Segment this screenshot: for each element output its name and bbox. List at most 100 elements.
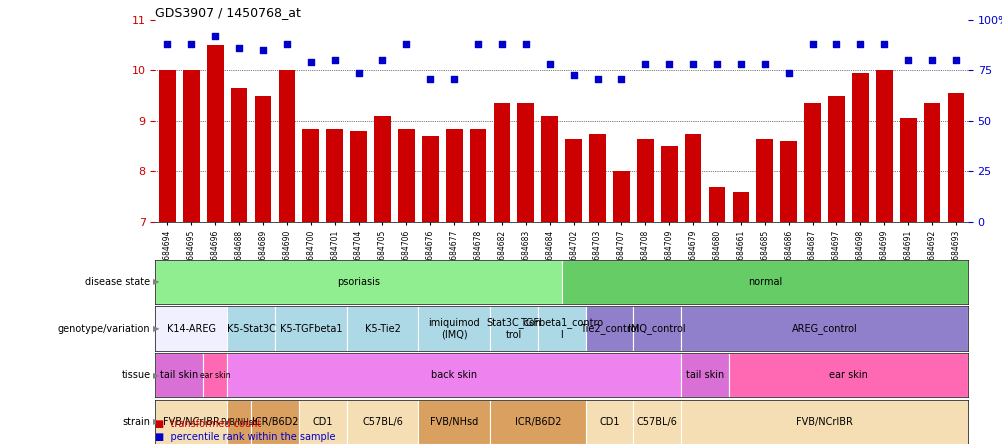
Bar: [299, 400, 347, 444]
Text: ■  transformed count: ■ transformed count: [155, 419, 262, 429]
Bar: [469, 129, 486, 222]
Bar: [445, 129, 462, 222]
Bar: [326, 129, 343, 222]
Bar: [541, 116, 557, 222]
Text: C57BL/6: C57BL/6: [636, 417, 677, 427]
Point: [493, 41, 509, 48]
Bar: [493, 103, 510, 222]
Text: disease state: disease state: [85, 277, 150, 287]
Bar: [230, 88, 247, 222]
Bar: [804, 103, 820, 222]
Point: [541, 61, 557, 68]
Point: [780, 69, 796, 76]
Bar: [923, 103, 940, 222]
Point: [279, 41, 295, 48]
Bar: [947, 93, 963, 222]
Point: [899, 57, 915, 64]
Bar: [875, 71, 892, 222]
Point: [876, 41, 892, 48]
Point: [708, 61, 724, 68]
Text: ▶: ▶: [153, 324, 159, 333]
Bar: [636, 139, 653, 222]
Bar: [680, 353, 728, 397]
Bar: [728, 353, 967, 397]
Point: [159, 41, 175, 48]
Text: C57BL/6: C57BL/6: [362, 417, 403, 427]
Text: ICR/B6D2: ICR/B6D2: [252, 417, 298, 427]
Text: FVB/NHsd: FVB/NHsd: [220, 417, 258, 426]
Bar: [347, 306, 418, 351]
Bar: [374, 116, 391, 222]
Point: [565, 71, 581, 78]
Text: back skin: back skin: [431, 370, 477, 380]
Text: ▶: ▶: [153, 278, 159, 286]
Point: [470, 41, 486, 48]
Point: [303, 59, 319, 66]
Point: [732, 61, 748, 68]
Point: [828, 41, 844, 48]
Text: FVB/NCrIBR: FVB/NCrIBR: [796, 417, 852, 427]
Text: imiquimod
(IMQ): imiquimod (IMQ): [428, 318, 480, 339]
Point: [852, 41, 868, 48]
Bar: [279, 71, 295, 222]
Point: [207, 32, 223, 40]
Text: genotype/variation: genotype/variation: [58, 324, 150, 333]
Text: tail skin: tail skin: [160, 370, 198, 380]
Bar: [708, 186, 724, 222]
Bar: [680, 400, 967, 444]
Bar: [585, 400, 632, 444]
Bar: [206, 45, 223, 222]
Bar: [490, 400, 585, 444]
Point: [589, 75, 605, 82]
Text: K5-TGFbeta1: K5-TGFbeta1: [280, 324, 342, 333]
Bar: [418, 400, 490, 444]
Bar: [899, 119, 916, 222]
Point: [398, 41, 414, 48]
Bar: [418, 306, 490, 351]
Bar: [250, 400, 299, 444]
Text: ■  percentile rank within the sample: ■ percentile rank within the sample: [155, 432, 336, 442]
Text: tissue: tissue: [121, 370, 150, 380]
Text: ear skin: ear skin: [829, 370, 867, 380]
Point: [923, 57, 939, 64]
Text: K5-Stat3C: K5-Stat3C: [226, 324, 276, 333]
Point: [327, 57, 343, 64]
Point: [446, 75, 462, 82]
Bar: [680, 306, 967, 351]
Text: tail skin: tail skin: [685, 370, 723, 380]
Bar: [684, 134, 700, 222]
Text: K5-Tie2: K5-Tie2: [364, 324, 400, 333]
Point: [757, 61, 773, 68]
Bar: [226, 400, 250, 444]
Point: [613, 75, 629, 82]
Text: IMQ_control: IMQ_control: [628, 323, 685, 334]
Bar: [422, 136, 438, 222]
Point: [255, 47, 271, 54]
Bar: [585, 306, 632, 351]
Text: ▶: ▶: [153, 371, 159, 380]
Bar: [851, 73, 868, 222]
Text: Stat3C_con
trol: Stat3C_con trol: [486, 317, 541, 340]
Bar: [537, 306, 585, 351]
Bar: [155, 260, 561, 304]
Text: K14-AREG: K14-AREG: [166, 324, 215, 333]
Bar: [565, 139, 581, 222]
Point: [230, 45, 246, 52]
Point: [636, 61, 652, 68]
Bar: [828, 96, 844, 222]
Bar: [226, 353, 680, 397]
Point: [422, 75, 438, 82]
Bar: [731, 192, 748, 222]
Text: Tie2_control: Tie2_control: [579, 323, 638, 334]
Text: ear skin: ear skin: [199, 371, 230, 380]
Text: FVB/NHsd: FVB/NHsd: [430, 417, 478, 427]
Bar: [303, 129, 319, 222]
Bar: [517, 103, 534, 222]
Text: ICR/B6D2: ICR/B6D2: [514, 417, 560, 427]
Bar: [780, 141, 797, 222]
Bar: [255, 96, 272, 222]
Text: CD1: CD1: [598, 417, 619, 427]
Bar: [159, 71, 175, 222]
Text: ▶: ▶: [153, 417, 159, 426]
Point: [517, 41, 533, 48]
